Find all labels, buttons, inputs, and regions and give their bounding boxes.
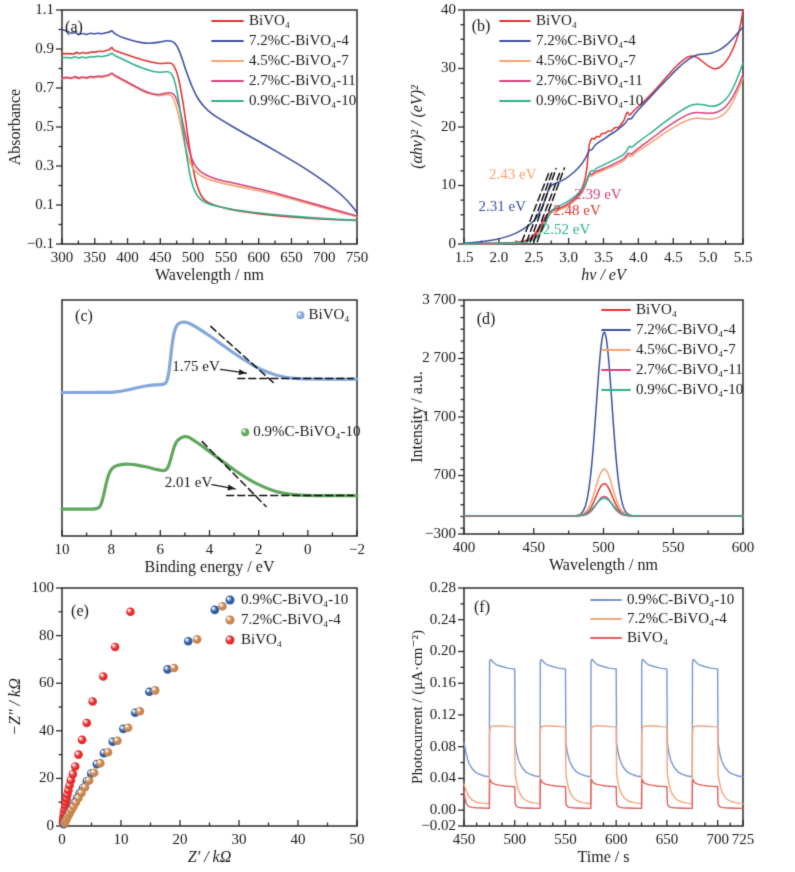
panel-c-vb-xps-chart bbox=[0, 290, 397, 580]
panel-b-tauc-bandgap-chart bbox=[398, 0, 795, 290]
panel-d-pl-intensity-chart bbox=[398, 290, 795, 580]
panel-f-photocurrent-chart bbox=[398, 580, 795, 872]
panel-a-uvvis-absorbance-chart bbox=[0, 0, 397, 290]
panel-e-eis-nyquist-chart bbox=[0, 580, 397, 872]
